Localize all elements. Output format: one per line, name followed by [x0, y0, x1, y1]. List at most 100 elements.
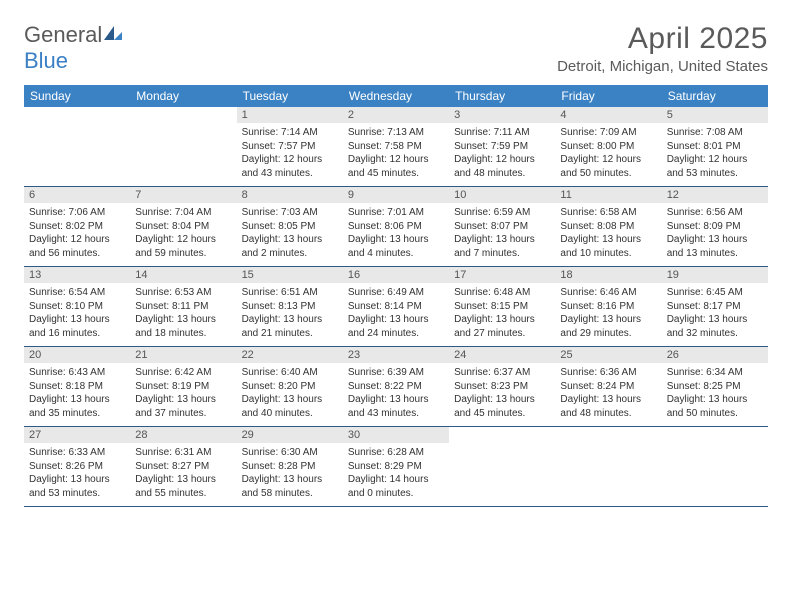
day-number: 3	[449, 107, 555, 123]
daylight-line: Daylight: 13 hours and 50 minutes.	[667, 393, 763, 420]
sunrise-line: Sunrise: 7:13 AM	[348, 126, 444, 140]
day-number: 23	[343, 347, 449, 363]
title-block: April 2025 Detroit, Michigan, United Sta…	[557, 22, 768, 75]
sunset-line: Sunset: 8:19 PM	[135, 380, 231, 394]
daylight-line: Daylight: 13 hours and 48 minutes.	[560, 393, 656, 420]
week-row: 6Sunrise: 7:06 AMSunset: 8:02 PMDaylight…	[24, 187, 768, 267]
sunrise-line: Sunrise: 6:49 AM	[348, 286, 444, 300]
daylight-line: Daylight: 13 hours and 13 minutes.	[667, 233, 763, 260]
daylight-line: Daylight: 13 hours and 4 minutes.	[348, 233, 444, 260]
day-number: 5	[662, 107, 768, 123]
daylight-line: Daylight: 13 hours and 18 minutes.	[135, 313, 231, 340]
day-header: Wednesday	[343, 85, 449, 107]
day-body: Sunrise: 6:42 AMSunset: 8:19 PMDaylight:…	[130, 363, 236, 426]
day-number: 29	[237, 427, 343, 443]
day-body: Sunrise: 6:53 AMSunset: 8:11 PMDaylight:…	[130, 283, 236, 346]
daylight-line: Daylight: 13 hours and 35 minutes.	[29, 393, 125, 420]
sunset-line: Sunset: 8:14 PM	[348, 300, 444, 314]
sunset-line: Sunset: 8:29 PM	[348, 460, 444, 474]
sunrise-line: Sunrise: 6:51 AM	[242, 286, 338, 300]
sunrise-line: Sunrise: 7:08 AM	[667, 126, 763, 140]
day-cell: 13Sunrise: 6:54 AMSunset: 8:10 PMDayligh…	[24, 267, 130, 347]
sunrise-line: Sunrise: 6:43 AM	[29, 366, 125, 380]
day-cell: 23Sunrise: 6:39 AMSunset: 8:22 PMDayligh…	[343, 347, 449, 427]
day-body: Sunrise: 7:03 AMSunset: 8:05 PMDaylight:…	[237, 203, 343, 266]
day-number: 21	[130, 347, 236, 363]
day-body: Sunrise: 7:04 AMSunset: 8:04 PMDaylight:…	[130, 203, 236, 266]
sunset-line: Sunset: 8:27 PM	[135, 460, 231, 474]
daylight-line: Daylight: 13 hours and 32 minutes.	[667, 313, 763, 340]
day-cell: 16Sunrise: 6:49 AMSunset: 8:14 PMDayligh…	[343, 267, 449, 347]
day-number: 11	[555, 187, 661, 203]
sunrise-line: Sunrise: 6:48 AM	[454, 286, 550, 300]
day-number: 20	[24, 347, 130, 363]
brand-name-part2: Blue	[24, 48, 68, 73]
sunrise-line: Sunrise: 6:42 AM	[135, 366, 231, 380]
month-title: April 2025	[557, 22, 768, 56]
week-row: 27Sunrise: 6:33 AMSunset: 8:26 PMDayligh…	[24, 427, 768, 507]
sunrise-line: Sunrise: 7:09 AM	[560, 126, 656, 140]
daylight-line: Daylight: 13 hours and 2 minutes.	[242, 233, 338, 260]
daylight-line: Daylight: 13 hours and 21 minutes.	[242, 313, 338, 340]
sunset-line: Sunset: 8:28 PM	[242, 460, 338, 474]
sunrise-line: Sunrise: 6:53 AM	[135, 286, 231, 300]
sunset-line: Sunset: 7:57 PM	[242, 140, 338, 154]
day-body: Sunrise: 7:13 AMSunset: 7:58 PMDaylight:…	[343, 123, 449, 186]
day-body: Sunrise: 7:09 AMSunset: 8:00 PMDaylight:…	[555, 123, 661, 186]
day-cell	[555, 427, 661, 507]
daylight-line: Daylight: 13 hours and 16 minutes.	[29, 313, 125, 340]
sunrise-line: Sunrise: 6:28 AM	[348, 446, 444, 460]
week-row: 20Sunrise: 6:43 AMSunset: 8:18 PMDayligh…	[24, 347, 768, 427]
day-body: Sunrise: 6:56 AMSunset: 8:09 PMDaylight:…	[662, 203, 768, 266]
sunset-line: Sunset: 8:11 PM	[135, 300, 231, 314]
calendar-table: SundayMondayTuesdayWednesdayThursdayFrid…	[24, 85, 768, 507]
brand-name-part1: General	[24, 22, 102, 47]
day-body: Sunrise: 7:01 AMSunset: 8:06 PMDaylight:…	[343, 203, 449, 266]
day-cell: 18Sunrise: 6:46 AMSunset: 8:16 PMDayligh…	[555, 267, 661, 347]
day-body: Sunrise: 6:49 AMSunset: 8:14 PMDaylight:…	[343, 283, 449, 346]
daylight-line: Daylight: 12 hours and 45 minutes.	[348, 153, 444, 180]
sunrise-line: Sunrise: 6:56 AM	[667, 206, 763, 220]
day-cell: 26Sunrise: 6:34 AMSunset: 8:25 PMDayligh…	[662, 347, 768, 427]
daylight-line: Daylight: 13 hours and 7 minutes.	[454, 233, 550, 260]
day-number: 12	[662, 187, 768, 203]
day-cell: 19Sunrise: 6:45 AMSunset: 8:17 PMDayligh…	[662, 267, 768, 347]
sunset-line: Sunset: 8:17 PM	[667, 300, 763, 314]
daylight-line: Daylight: 13 hours and 10 minutes.	[560, 233, 656, 260]
day-number: 8	[237, 187, 343, 203]
sunset-line: Sunset: 8:16 PM	[560, 300, 656, 314]
day-cell	[662, 427, 768, 507]
page-header: GeneralBlue April 2025 Detroit, Michigan…	[24, 22, 768, 75]
sunrise-line: Sunrise: 6:34 AM	[667, 366, 763, 380]
day-cell: 25Sunrise: 6:36 AMSunset: 8:24 PMDayligh…	[555, 347, 661, 427]
sunset-line: Sunset: 8:04 PM	[135, 220, 231, 234]
daylight-line: Daylight: 13 hours and 53 minutes.	[29, 473, 125, 500]
sunrise-line: Sunrise: 6:58 AM	[560, 206, 656, 220]
day-body: Sunrise: 6:40 AMSunset: 8:20 PMDaylight:…	[237, 363, 343, 426]
day-body: Sunrise: 6:37 AMSunset: 8:23 PMDaylight:…	[449, 363, 555, 426]
day-cell: 1Sunrise: 7:14 AMSunset: 7:57 PMDaylight…	[237, 107, 343, 187]
day-body: Sunrise: 6:39 AMSunset: 8:22 PMDaylight:…	[343, 363, 449, 426]
day-cell: 3Sunrise: 7:11 AMSunset: 7:59 PMDaylight…	[449, 107, 555, 187]
day-body: Sunrise: 6:58 AMSunset: 8:08 PMDaylight:…	[555, 203, 661, 266]
sunrise-line: Sunrise: 7:11 AM	[454, 126, 550, 140]
day-number: 14	[130, 267, 236, 283]
sunset-line: Sunset: 8:06 PM	[348, 220, 444, 234]
day-cell: 11Sunrise: 6:58 AMSunset: 8:08 PMDayligh…	[555, 187, 661, 267]
day-number: 28	[130, 427, 236, 443]
daylight-line: Daylight: 13 hours and 40 minutes.	[242, 393, 338, 420]
day-header: Sunday	[24, 85, 130, 107]
day-body: Sunrise: 6:59 AMSunset: 8:07 PMDaylight:…	[449, 203, 555, 266]
day-header: Friday	[555, 85, 661, 107]
sunset-line: Sunset: 8:13 PM	[242, 300, 338, 314]
daylight-line: Daylight: 14 hours and 0 minutes.	[348, 473, 444, 500]
sunrise-line: Sunrise: 6:31 AM	[135, 446, 231, 460]
day-header: Monday	[130, 85, 236, 107]
daylight-line: Daylight: 12 hours and 59 minutes.	[135, 233, 231, 260]
sunset-line: Sunset: 8:07 PM	[454, 220, 550, 234]
day-number: 24	[449, 347, 555, 363]
daylight-line: Daylight: 13 hours and 45 minutes.	[454, 393, 550, 420]
day-number: 7	[130, 187, 236, 203]
day-cell: 20Sunrise: 6:43 AMSunset: 8:18 PMDayligh…	[24, 347, 130, 427]
daylight-line: Daylight: 12 hours and 48 minutes.	[454, 153, 550, 180]
